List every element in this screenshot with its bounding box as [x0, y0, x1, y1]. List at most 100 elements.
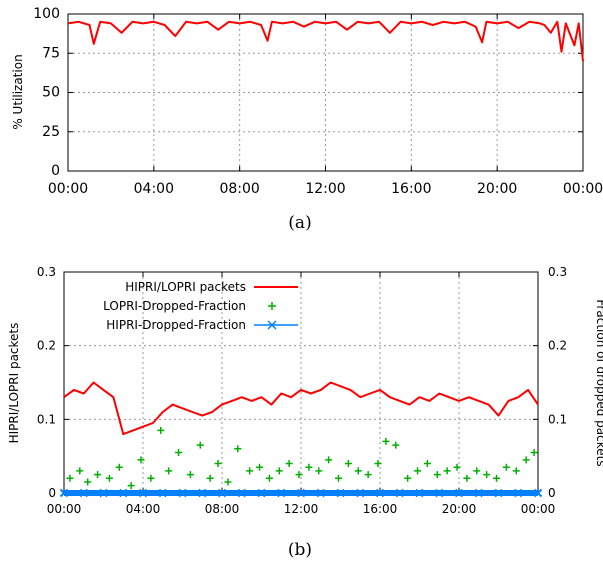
data-point-lopri-dropped	[354, 467, 362, 475]
y-tick-label: 50	[42, 85, 60, 101]
x-tick-label: 08:00	[219, 181, 259, 197]
x-tick-label: 04:00	[134, 181, 174, 197]
panel-b-grid	[64, 272, 538, 493]
legend-swatch-plus	[268, 302, 276, 310]
y2-tick-label: 0.1	[548, 412, 567, 426]
data-point-lopri-dropped	[493, 474, 501, 482]
data-point-lopri-dropped	[84, 478, 92, 486]
panel-a-series	[67, 20, 584, 62]
x-tick-label: 08:00	[205, 502, 240, 516]
data-point-lopri-dropped	[66, 474, 74, 482]
y-tick-label: 25	[42, 124, 60, 140]
data-point-lopri-dropped	[433, 471, 441, 479]
data-point-lopri-dropped	[502, 463, 510, 471]
data-point-lopri-dropped	[265, 474, 273, 482]
data-point-lopri-dropped	[157, 426, 165, 434]
data-point-lopri-dropped	[214, 460, 222, 468]
y-tick-label: 0	[51, 163, 60, 179]
data-point-lopri-dropped	[325, 456, 333, 464]
data-point-lopri-dropped	[344, 460, 352, 468]
data-point-lopri-dropped	[522, 456, 530, 464]
data-point-lopri-dropped	[392, 441, 400, 449]
series-line-0	[63, 381, 539, 436]
panel-b-caption: (b)	[288, 540, 312, 560]
x-tick-label: 04:00	[126, 502, 161, 516]
legend-label-0: HIPRI/LOPRI packets	[125, 280, 246, 294]
x-tick-label: 12:00	[305, 181, 345, 197]
panel-b-y2-ticks: 0 0.1 0.2 0.3	[548, 265, 567, 500]
x-tick-label: 00:00	[563, 181, 603, 197]
panel-b-y-axis-label: HIPRI/LOPRI packets	[7, 323, 21, 444]
x-tick-label: 16:00	[363, 502, 398, 516]
data-point-lopri-dropped	[305, 463, 313, 471]
data-point-lopri-dropped	[147, 474, 155, 482]
data-point-lopri-dropped	[76, 467, 84, 475]
panel-b-y-ticks: 0 0.1 0.2 0.3	[37, 265, 538, 500]
y-tick-label: 0.3	[37, 265, 56, 279]
panel-a-y-ticks: 0 25 50 75 100	[33, 6, 583, 179]
panel-b-x-ticks: 00:00 04:00 08:00 12:00 16:00 20:00 00:00	[47, 272, 556, 516]
panel-a-grid	[68, 14, 583, 171]
x-tick-label: 20:00	[477, 181, 517, 197]
data-point-lopri-dropped	[256, 463, 264, 471]
data-point-lopri-dropped	[285, 460, 293, 468]
panel-b-legend: HIPRI/LOPRI packets LOPRI-Dropped-Fractio…	[103, 280, 298, 332]
data-point-lopri-dropped	[463, 474, 471, 482]
y-tick-label: 0.1	[37, 412, 56, 426]
data-point-lopri-dropped	[94, 471, 102, 479]
data-point-lopri-dropped	[315, 467, 323, 475]
y2-tick-label: 0	[548, 486, 556, 500]
data-point-lopri-dropped	[382, 437, 390, 445]
series-line-0	[67, 20, 584, 62]
y-tick-label: 0	[48, 486, 56, 500]
data-point-lopri-dropped	[186, 471, 194, 479]
y2-tick-label: 0.2	[548, 339, 567, 353]
data-point-lopri-dropped	[295, 471, 303, 479]
data-point-lopri-dropped	[443, 467, 451, 475]
x-tick-label: 20:00	[442, 502, 477, 516]
panel-b-y2-axis-label: Fraction of dropped packets	[594, 299, 603, 466]
data-point-lopri-dropped	[275, 467, 283, 475]
y2-tick-label: 0.3	[548, 265, 567, 279]
data-point-lopri-dropped	[175, 448, 183, 456]
data-point-lopri-dropped	[453, 463, 461, 471]
data-point-lopri-dropped	[165, 467, 173, 475]
panel-a-plot-frame	[67, 13, 584, 172]
data-point-lopri-dropped	[196, 441, 204, 449]
data-point-lopri-dropped	[105, 474, 113, 482]
panel-b-packets: 0 0.1 0.2 0.3 0 0.1 0.2 0.3 00:00 04:00 08:00 12:…	[7, 265, 603, 560]
data-point-lopri-dropped	[483, 471, 491, 479]
data-point-lopri-dropped	[512, 467, 520, 475]
y-tick-label: 0.2	[37, 339, 56, 353]
data-point-lopri-dropped	[404, 474, 412, 482]
panel-a-y-axis-label: % Utilization	[11, 54, 25, 129]
data-point-lopri-dropped	[374, 460, 382, 468]
data-point-lopri-dropped	[246, 467, 254, 475]
data-point-lopri-dropped	[115, 463, 123, 471]
panel-b-series	[59, 381, 543, 498]
panel-a-utilization: 0 25 50 75 100 00:00 04:00 08:00 12:00 16:00 20:0…	[11, 6, 603, 233]
data-point-lopri-dropped	[335, 474, 343, 482]
data-point-lopri-dropped	[423, 460, 431, 468]
y-tick-label: 75	[42, 45, 60, 61]
legend-label-2: HIPRI-Dropped-Fraction	[106, 318, 246, 332]
data-point-lopri-dropped	[414, 467, 422, 475]
data-point-lopri-dropped	[234, 445, 242, 453]
data-point-lopri-dropped	[127, 482, 135, 490]
data-point-lopri-dropped	[137, 456, 145, 464]
data-point-lopri-dropped	[364, 471, 372, 479]
y-tick-label: 100	[33, 6, 60, 22]
x-tick-label: 16:00	[391, 181, 431, 197]
legend-label-1: LOPRI-Dropped-Fraction	[103, 299, 246, 313]
x-tick-label: 00:00	[47, 502, 82, 516]
panel-a-caption: (a)	[288, 213, 311, 233]
panel-a-x-ticks: 00:00 04:00 08:00 12:00 16:00 20:00 00:00	[48, 14, 603, 197]
data-point-lopri-dropped	[224, 478, 232, 486]
x-tick-label: 00:00	[521, 502, 556, 516]
x-tick-label: 12:00	[284, 502, 319, 516]
x-tick-label: 00:00	[48, 181, 88, 197]
data-point-lopri-dropped	[206, 474, 214, 482]
legend-swatch-x	[267, 320, 277, 330]
data-point-lopri-dropped	[530, 448, 538, 456]
